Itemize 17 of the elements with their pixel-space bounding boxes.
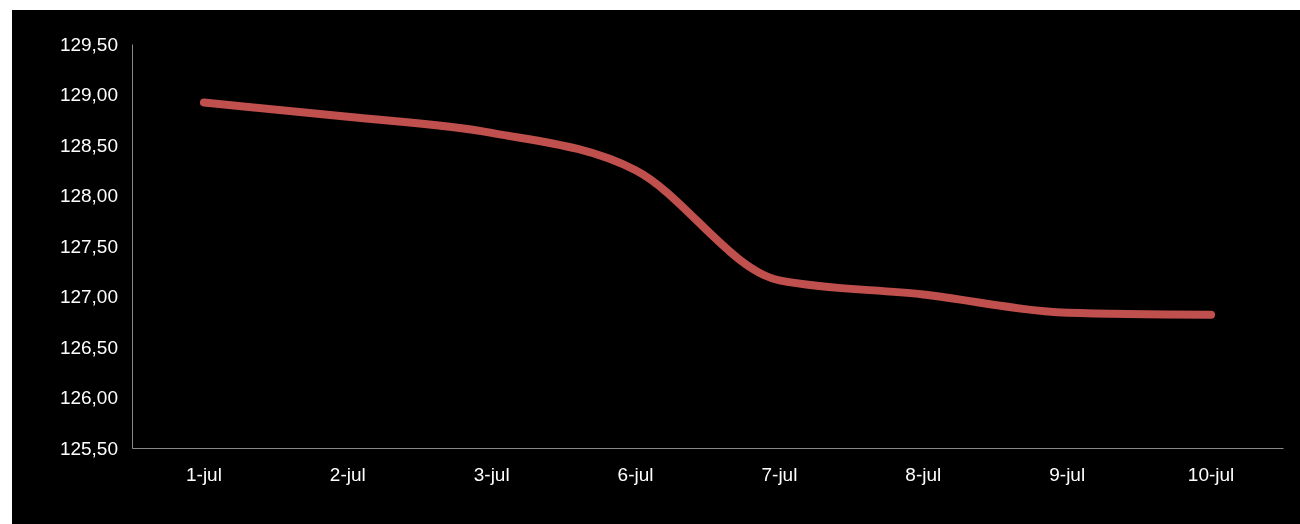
x-tick-label: 9-jul bbox=[1049, 464, 1086, 486]
x-tick-label: 1-jul bbox=[185, 464, 222, 486]
y-tick-label: 129,50 bbox=[59, 33, 118, 55]
x-tick-label: 10-jul bbox=[1187, 464, 1235, 486]
y-tick-label: 127,00 bbox=[59, 286, 118, 308]
x-tick-label: 8-jul bbox=[905, 464, 942, 486]
x-tick-label: 3-jul bbox=[473, 464, 510, 486]
x-tick-label: 7-jul bbox=[761, 464, 798, 486]
x-tick-label: 6-jul bbox=[617, 464, 654, 486]
y-tick-label: 126,00 bbox=[59, 387, 118, 409]
y-tick-label: 127,50 bbox=[59, 235, 118, 257]
x-tick-label: 2-jul bbox=[329, 464, 366, 486]
y-tick-label: 126,50 bbox=[59, 336, 118, 358]
y-tick-label: 129,00 bbox=[59, 84, 118, 106]
y-tick-label: 125,50 bbox=[59, 437, 118, 459]
y-tick-label: 128,50 bbox=[59, 134, 118, 156]
y-tick-label: 128,00 bbox=[59, 185, 118, 207]
